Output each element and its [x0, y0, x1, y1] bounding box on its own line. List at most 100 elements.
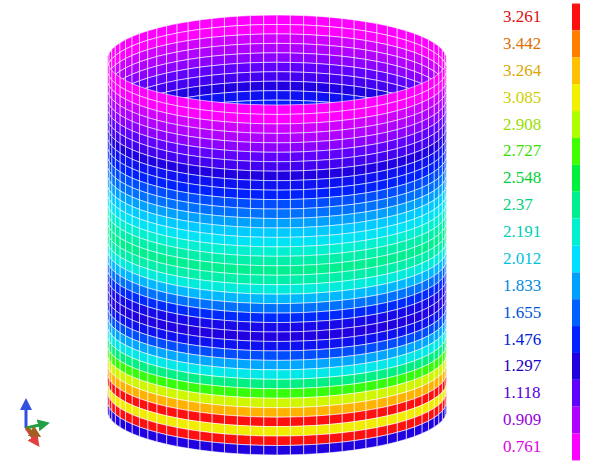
front-cell: [264, 124, 277, 134]
front-cell: [290, 209, 303, 219]
front-cell: [250, 218, 263, 228]
back-cell: [304, 16, 317, 26]
front-cell: [317, 178, 330, 188]
back-cell: [342, 75, 354, 86]
front-cell: [277, 114, 290, 124]
front-cell: [304, 161, 317, 171]
front-cell: [264, 190, 277, 200]
front-cell: [304, 170, 317, 180]
front-cell: [317, 150, 330, 160]
front-cell: [290, 180, 303, 190]
back-cell: [304, 25, 317, 35]
back-cell: [290, 34, 303, 44]
front-cell: [290, 218, 303, 228]
front-cell: [200, 100, 212, 111]
back-cell: [304, 63, 317, 73]
front-cell: [200, 128, 212, 139]
back-cell: [200, 56, 212, 67]
front-cell: [317, 112, 330, 122]
front-cell: [200, 119, 212, 130]
front-cell: [304, 113, 317, 123]
front-cell: [237, 132, 250, 142]
back-cell: [212, 55, 225, 66]
back-cell: [212, 74, 225, 85]
front-cell: [237, 161, 250, 171]
back-cell: [200, 85, 212, 96]
back-cell: [342, 18, 354, 29]
back-cell: [277, 81, 290, 91]
front-cell: [330, 102, 343, 113]
front-cell: [317, 103, 330, 113]
back-cell: [264, 34, 277, 44]
back-cell: [317, 45, 330, 55]
front-cell: [200, 138, 212, 149]
front-cell: [212, 149, 225, 160]
back-cell: [212, 46, 225, 57]
front-cell: [224, 160, 237, 170]
front-cell: [250, 180, 263, 190]
front-cell: [250, 161, 263, 171]
front-cell: [277, 143, 290, 153]
front-cell: [224, 112, 237, 122]
front-cell: [264, 171, 277, 181]
front-cell: [277, 209, 290, 219]
front-cell: [277, 133, 290, 143]
front-cell: [290, 142, 303, 152]
front-cell: [277, 171, 290, 181]
back-cell: [290, 91, 303, 101]
back-cell: [317, 35, 330, 45]
front-cell: [317, 169, 330, 179]
front-cell: [250, 133, 263, 143]
front-cell: [200, 195, 212, 206]
back-cell: [237, 91, 250, 101]
back-cell: [200, 75, 212, 86]
back-cell: [250, 53, 263, 63]
back-cell: [200, 37, 212, 48]
front-cell: [212, 130, 225, 141]
front-cell: [224, 169, 237, 179]
front-cell: [304, 217, 317, 227]
front-cell: [277, 152, 290, 162]
back-cell: [317, 64, 330, 74]
back-cell: [330, 65, 343, 76]
back-cell: [237, 25, 250, 35]
front-cell: [304, 179, 317, 189]
front-cell: [212, 177, 225, 188]
back-cell: [342, 66, 354, 77]
front-cell: [330, 177, 343, 188]
front-cell: [224, 216, 237, 226]
front-cell: [330, 149, 343, 160]
front-cell: [237, 142, 250, 152]
front-cell: [264, 209, 277, 219]
front-cell: [330, 111, 343, 122]
front-cell: [304, 189, 317, 199]
front-cell: [330, 168, 343, 179]
back-cell: [250, 62, 263, 72]
front-cell: [317, 141, 330, 151]
front-cell: [224, 150, 237, 160]
back-cell: [224, 35, 237, 45]
back-cell: [224, 92, 237, 102]
back-cell: [342, 28, 354, 39]
front-cell: [264, 181, 277, 191]
back-cell: [277, 43, 290, 53]
front-cell: [212, 206, 225, 217]
back-cell: [290, 15, 303, 25]
back-cell: [277, 53, 290, 63]
front-cell: [212, 187, 225, 198]
back-cell: [237, 44, 250, 54]
front-cell: [200, 185, 212, 196]
front-cell: [224, 207, 237, 217]
front-cell: [200, 204, 212, 215]
front-cell: [237, 189, 250, 199]
back-cell: [264, 62, 277, 72]
back-cell: [250, 15, 263, 25]
back-cell: [290, 62, 303, 72]
back-cell: [304, 44, 317, 54]
front-cell: [317, 188, 330, 198]
front-cell: [264, 162, 277, 172]
front-cell: [250, 152, 263, 162]
back-cell: [200, 47, 212, 58]
back-cell: [342, 47, 354, 58]
back-cell: [277, 62, 290, 72]
